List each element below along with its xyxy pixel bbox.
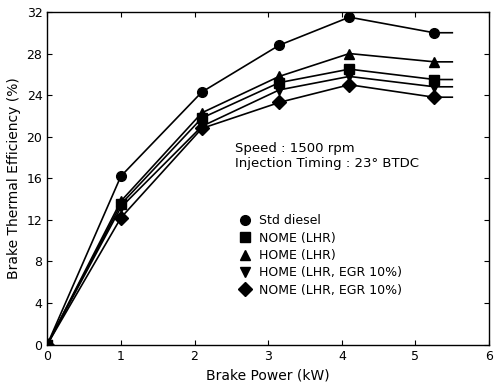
- Text: Speed : 1500 rpm
Injection Timing : 23° BTDC: Speed : 1500 rpm Injection Timing : 23° …: [235, 142, 419, 170]
- X-axis label: Brake Power (kW): Brake Power (kW): [206, 368, 330, 382]
- Legend: Std diesel, NOME (LHR), HOME (LHR), HOME (LHR, EGR 10%), NOME (LHR, EGR 10%): Std diesel, NOME (LHR), HOME (LHR), HOME…: [234, 210, 406, 301]
- Y-axis label: Brake Thermal Efficiency (%): Brake Thermal Efficiency (%): [7, 77, 21, 279]
